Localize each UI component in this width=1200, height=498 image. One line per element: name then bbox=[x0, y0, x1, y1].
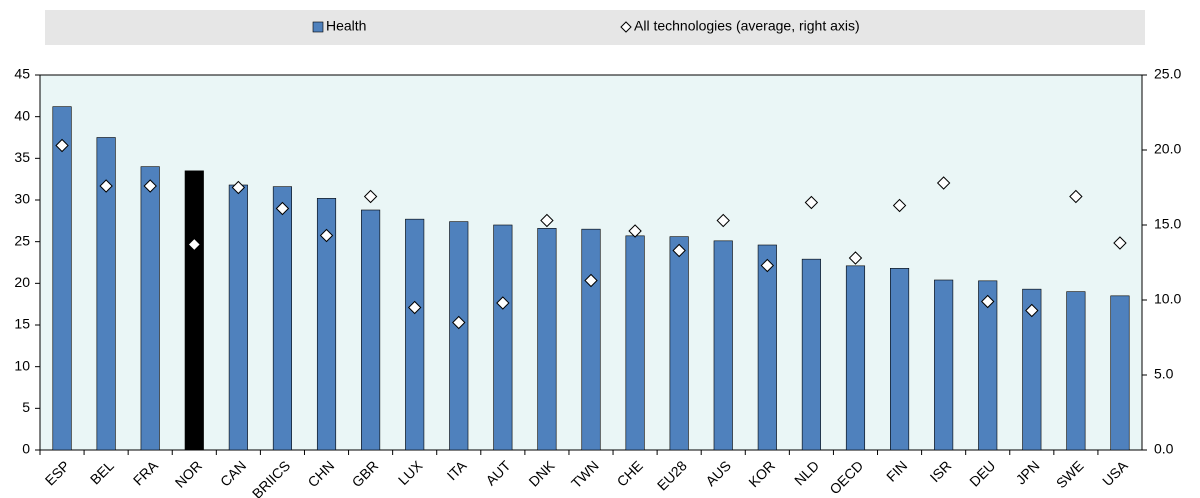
bar bbox=[184, 170, 204, 451]
bar bbox=[140, 166, 160, 451]
bar bbox=[713, 240, 733, 451]
x-tick-label: ITA bbox=[444, 457, 470, 483]
legend-label: All technologies (average, right axis) bbox=[634, 18, 860, 34]
diamond-marker bbox=[628, 224, 642, 238]
bar bbox=[845, 265, 866, 451]
y-tick-label: 20 bbox=[14, 274, 30, 290]
bar bbox=[405, 218, 425, 451]
x-tick-label: AUT bbox=[482, 457, 513, 488]
bar bbox=[96, 137, 116, 451]
y-tick-label: 15 bbox=[14, 316, 30, 332]
x-tick-label: NLD bbox=[791, 457, 822, 488]
x-tick-label: DNK bbox=[525, 457, 558, 490]
diamond-marker bbox=[804, 195, 819, 210]
bar bbox=[361, 209, 381, 451]
x-tick-label: OECD bbox=[826, 457, 866, 497]
diamond-marker bbox=[760, 258, 775, 273]
bar bbox=[625, 235, 645, 451]
diamond-marker bbox=[496, 296, 510, 310]
diamond-marker bbox=[187, 237, 201, 252]
y2-tick-label: 5.0 bbox=[1154, 366, 1174, 382]
y-tick-label: 40 bbox=[14, 107, 30, 123]
x-tick-label: USA bbox=[1099, 457, 1131, 489]
x-tick-label: KOR bbox=[745, 457, 778, 490]
diamond-marker bbox=[584, 273, 598, 288]
diamond-marker bbox=[981, 294, 995, 309]
bar bbox=[493, 224, 513, 451]
bar bbox=[669, 236, 689, 451]
y-tick-label: 35 bbox=[14, 149, 30, 165]
x-tick-label: LUX bbox=[395, 457, 426, 488]
bar bbox=[316, 198, 337, 451]
diamond-marker bbox=[1113, 236, 1127, 250]
bar bbox=[757, 244, 777, 451]
bar bbox=[1022, 288, 1042, 451]
diamond-marker bbox=[540, 213, 554, 228]
x-tick-label: ESP bbox=[42, 457, 73, 488]
diamond-marker bbox=[1025, 303, 1039, 318]
bar bbox=[272, 186, 292, 451]
bar bbox=[581, 228, 601, 451]
diamond-marker bbox=[672, 243, 686, 258]
bar bbox=[934, 279, 954, 451]
x-tick-label: CHN bbox=[304, 457, 337, 490]
legend-swatch bbox=[312, 21, 324, 33]
diamond-marker bbox=[892, 198, 907, 213]
y-tick-label: 5 bbox=[22, 399, 30, 415]
y-tick-label: 45 bbox=[14, 66, 30, 82]
y-tick-label: 0 bbox=[22, 441, 30, 457]
diamond-marker bbox=[363, 189, 378, 204]
diamond-marker bbox=[1069, 189, 1083, 204]
x-tick-label: BRIICS bbox=[249, 457, 293, 498]
x-tick-label: SWE bbox=[1053, 457, 1087, 491]
bar bbox=[52, 106, 72, 451]
y-tick-label: 25 bbox=[14, 232, 30, 248]
legend: Health All technologies (average, right a… bbox=[312, 18, 860, 34]
x-tick-label: CAN bbox=[217, 457, 249, 489]
bar bbox=[449, 221, 469, 451]
y-tick-label: 10 bbox=[14, 357, 30, 373]
diamond-marker bbox=[55, 138, 69, 153]
x-tick-label: FRA bbox=[130, 457, 162, 489]
diamond-marker bbox=[319, 228, 334, 243]
y2-tick-label: 20.0 bbox=[1154, 141, 1181, 157]
bar bbox=[1066, 291, 1086, 451]
x-tick-label: NOR bbox=[172, 457, 205, 490]
y2-tick-label: 15.0 bbox=[1154, 216, 1181, 232]
bar bbox=[801, 258, 821, 451]
bar bbox=[890, 268, 910, 451]
bar bbox=[1110, 295, 1130, 451]
diamond-marker bbox=[936, 176, 951, 190]
x-tick-label: CHE bbox=[614, 457, 646, 489]
x-tick-label: GBR bbox=[349, 457, 382, 490]
x-tick-label: BEL bbox=[87, 457, 117, 487]
x-tick-label: ISR bbox=[927, 457, 955, 485]
diamond-marker bbox=[716, 213, 730, 228]
x-tick-label: FIN bbox=[883, 457, 910, 484]
bar bbox=[228, 184, 248, 451]
diamond-marker bbox=[407, 300, 422, 315]
bar bbox=[537, 228, 557, 451]
diamond-marker bbox=[452, 315, 466, 330]
legend-swatch bbox=[620, 21, 632, 33]
x-tick-label: AUS bbox=[702, 457, 734, 489]
y2-tick-label: 0.0 bbox=[1154, 441, 1174, 457]
legend-label: Health bbox=[326, 18, 366, 34]
diamond-marker bbox=[99, 179, 113, 193]
x-tick-label: TWN bbox=[568, 457, 602, 491]
x-tick-label: EU28 bbox=[654, 457, 690, 493]
diamond-marker bbox=[848, 251, 863, 265]
y-tick-label: 30 bbox=[14, 191, 30, 207]
y2-tick-label: 10.0 bbox=[1154, 291, 1181, 307]
diamond-marker bbox=[143, 179, 157, 193]
x-tick-label: DEU bbox=[966, 457, 998, 489]
bar bbox=[978, 280, 998, 451]
y2-tick-label: 25.0 bbox=[1154, 66, 1181, 82]
diamond-marker bbox=[275, 201, 290, 216]
x-tick-label: JPN bbox=[1013, 457, 1043, 487]
diamond-marker bbox=[231, 180, 246, 195]
legend-band bbox=[45, 10, 1145, 45]
